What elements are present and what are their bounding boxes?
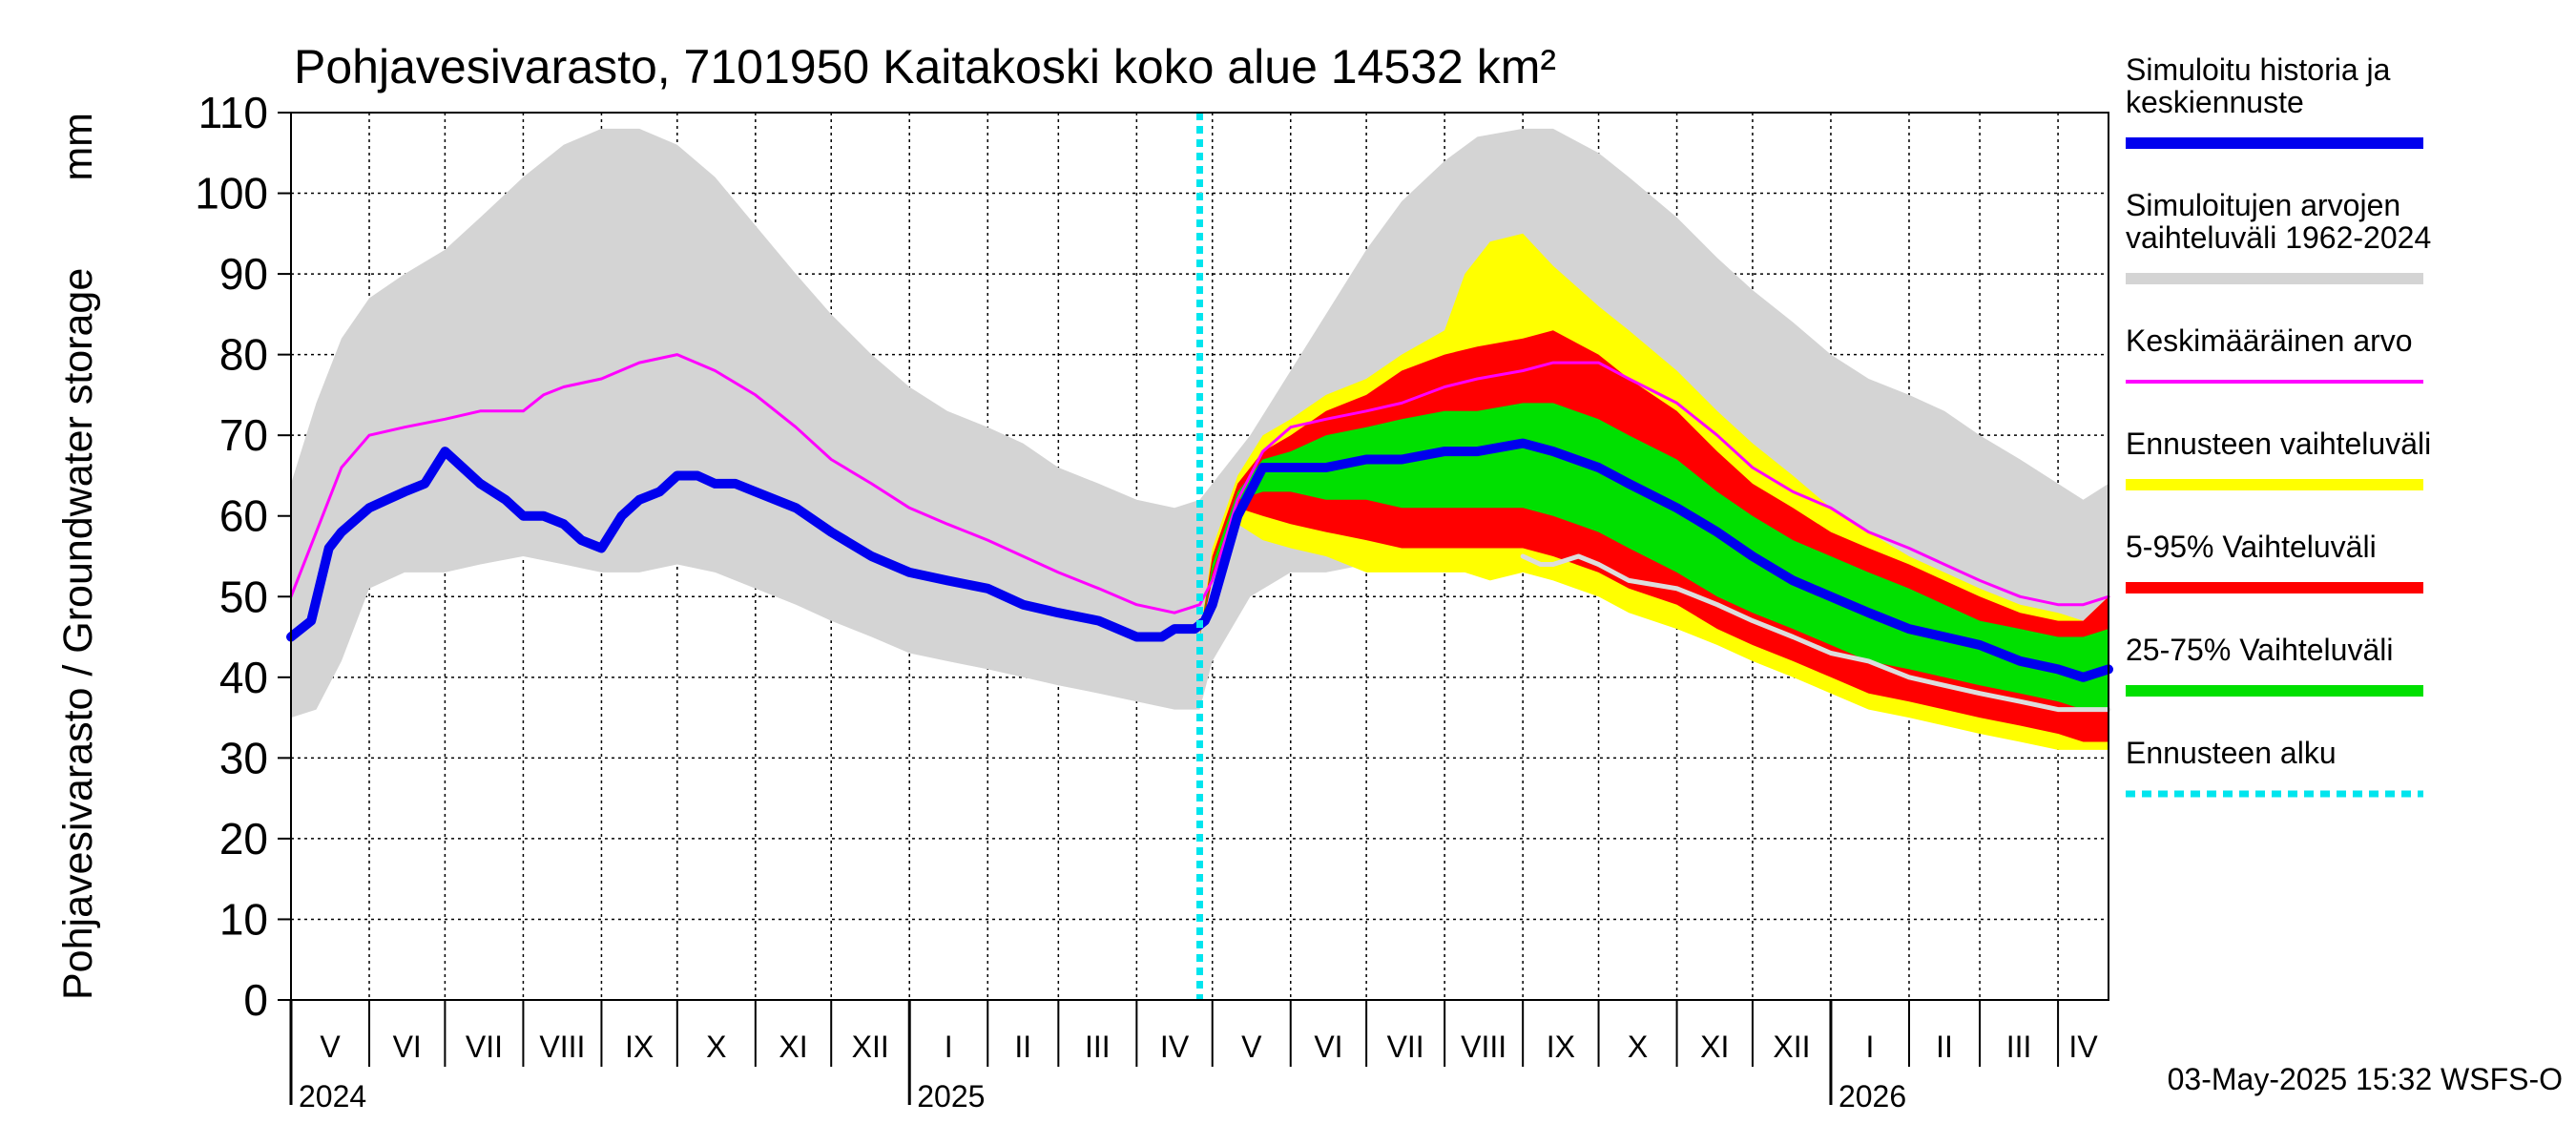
month-label: IV xyxy=(1160,1030,1190,1064)
month-label: XII xyxy=(1773,1030,1810,1064)
month-label: V xyxy=(320,1030,341,1064)
legend-label: Ennusteen alku xyxy=(2126,736,2337,770)
legend-label: 5-95% Vaihteluväli xyxy=(2126,530,2377,564)
month-label: X xyxy=(1628,1030,1648,1064)
month-label: VIII xyxy=(1461,1030,1506,1064)
y-tick-label: 0 xyxy=(243,975,268,1025)
series-group xyxy=(286,113,2113,1000)
month-label: V xyxy=(1241,1030,1262,1064)
month-label: XI xyxy=(1700,1030,1729,1064)
legend-label: Simuloitu historia ja xyxy=(2126,52,2391,87)
month-label: XI xyxy=(779,1030,807,1064)
y-tick-label: 40 xyxy=(219,653,268,702)
legend-label: vaihteluväli 1962-2024 xyxy=(2126,220,2431,255)
month-label: VII xyxy=(1387,1030,1424,1064)
y-tick-label: 20 xyxy=(219,814,268,864)
month-label: VI xyxy=(1314,1030,1342,1064)
month-label: III xyxy=(2006,1030,2032,1064)
month-label: I xyxy=(945,1030,953,1064)
legend-label: keskiennuste xyxy=(2126,85,2304,119)
legend-label: Keskimääräinen arvo xyxy=(2126,323,2413,358)
line-0000ee xyxy=(286,438,2113,682)
legend-label: Simuloitujen arvojen xyxy=(2126,188,2400,222)
y-tick-label: 10 xyxy=(219,894,268,944)
y-tick-label: 80 xyxy=(219,330,268,380)
y-tick-label: 50 xyxy=(219,572,268,621)
year-label: 2026 xyxy=(1839,1079,1906,1114)
line-ff00ff xyxy=(289,353,2110,614)
y-tick-label: 90 xyxy=(219,249,268,299)
month-label: IV xyxy=(2068,1030,2098,1064)
y-tick-label: 30 xyxy=(219,733,268,782)
month-label: I xyxy=(1866,1030,1875,1064)
month-label: VIII xyxy=(539,1030,585,1064)
y-tick-label: 70 xyxy=(219,410,268,460)
month-label: IX xyxy=(625,1030,654,1064)
timestamp: 03-May-2025 15:32 WSFS-O xyxy=(2168,1062,2563,1096)
band-00e000 xyxy=(1199,403,2109,710)
month-label: XII xyxy=(852,1030,889,1064)
y-axis-label: Pohjavesivarasto / Groundwater storage xyxy=(55,268,101,1000)
month-label: II xyxy=(1014,1030,1031,1064)
month-label: II xyxy=(1936,1030,1953,1064)
y-tick-label: 60 xyxy=(219,491,268,541)
month-label: X xyxy=(706,1030,726,1064)
line-dddddd xyxy=(1520,553,2111,713)
legend-label: 25-75% Vaihteluväli xyxy=(2126,633,2393,667)
chart-title: Pohjavesivarasto, 7101950 Kaitakoski kok… xyxy=(294,40,1556,94)
y-axis-unit: mm xyxy=(55,113,101,181)
plot-frame xyxy=(290,112,2109,1001)
legend-label: Ennusteen vaihteluväli xyxy=(2126,427,2431,461)
month-label: III xyxy=(1085,1030,1111,1064)
y-tick-label: 100 xyxy=(195,169,268,219)
month-label: VI xyxy=(393,1030,422,1064)
year-label: 2024 xyxy=(299,1079,366,1114)
month-label: VII xyxy=(466,1030,503,1064)
month-label: IX xyxy=(1547,1030,1575,1064)
year-label: 2025 xyxy=(917,1079,985,1114)
y-tick-label: 110 xyxy=(198,88,268,137)
